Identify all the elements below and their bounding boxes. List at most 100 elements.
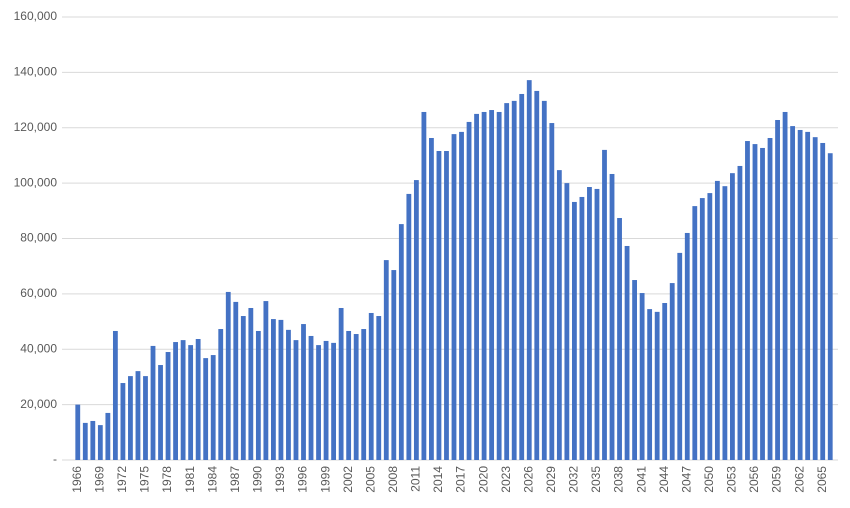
x-tick-label: 2050 <box>702 466 716 493</box>
x-tick-label: 2056 <box>747 466 761 493</box>
bar <box>338 307 344 460</box>
bar <box>421 111 427 460</box>
bar <box>391 270 397 460</box>
bar <box>730 173 735 460</box>
x-tick-label: 2005 <box>363 466 377 493</box>
x-tick-label: 2059 <box>770 466 784 493</box>
y-tick-label: 60,000 <box>20 286 57 300</box>
bar <box>361 329 367 460</box>
bar <box>444 151 449 460</box>
bar <box>647 309 653 460</box>
x-tick-label: 1990 <box>251 466 265 493</box>
bar <box>218 329 224 460</box>
x-tick-label: 1993 <box>273 466 287 493</box>
bar <box>413 180 419 460</box>
bar <box>745 141 750 461</box>
bar <box>489 110 495 460</box>
x-tick-label: 2023 <box>499 466 513 493</box>
x-tick-label: 2062 <box>792 466 806 493</box>
bar <box>519 93 525 460</box>
x-tick-label: 1969 <box>93 466 107 493</box>
x-tick-label: 1981 <box>183 466 197 493</box>
bar <box>677 252 683 460</box>
y-tick-label: - <box>53 452 57 466</box>
bar <box>827 153 833 460</box>
bar <box>722 186 728 460</box>
y-tick-label: 80,000 <box>20 231 57 245</box>
bar <box>549 123 555 460</box>
bar <box>760 147 765 461</box>
bar <box>429 137 434 460</box>
bar <box>278 319 284 460</box>
bar <box>714 180 720 460</box>
bar <box>263 301 269 460</box>
x-tick-label: 1975 <box>138 466 152 493</box>
bar <box>775 119 780 460</box>
x-tick-label: 1966 <box>70 466 84 493</box>
bar <box>812 137 818 460</box>
bar <box>225 291 231 460</box>
x-tick-label: 2044 <box>657 466 671 493</box>
bar <box>451 134 457 461</box>
bar <box>406 193 412 460</box>
bar <box>692 206 698 460</box>
bar <box>571 201 577 460</box>
bar <box>767 137 773 460</box>
bar <box>158 365 163 460</box>
bar <box>820 142 826 460</box>
bar <box>173 342 178 460</box>
y-tick-label: 140,000 <box>14 65 58 79</box>
bar <box>534 90 540 460</box>
bar <box>496 111 502 460</box>
bar <box>556 170 562 460</box>
bar <box>180 340 186 460</box>
bar <box>541 100 547 460</box>
x-tick-label: 1996 <box>296 466 310 493</box>
bar <box>128 376 133 460</box>
bar <box>790 126 796 461</box>
bar <box>398 224 404 460</box>
bar <box>617 218 622 460</box>
x-tick-label: 2035 <box>589 466 603 493</box>
x-tick-label: 1987 <box>228 466 242 493</box>
bar <box>135 371 141 460</box>
x-tick-label: 2053 <box>725 466 739 493</box>
bar <box>240 316 246 460</box>
bar <box>805 131 811 460</box>
bar <box>699 198 705 461</box>
x-tick-label: 1984 <box>205 466 219 493</box>
bar <box>654 311 660 460</box>
bar <box>526 80 532 460</box>
bar <box>82 422 88 460</box>
bar <box>112 330 118 460</box>
bar <box>669 283 675 460</box>
x-tick-label: 2041 <box>634 466 648 493</box>
bar <box>707 193 713 460</box>
x-tick-label: 2008 <box>386 466 400 493</box>
bar <box>331 342 337 460</box>
bar <box>459 131 464 460</box>
bar <box>323 340 329 460</box>
bar <box>316 345 321 460</box>
bar <box>511 100 517 460</box>
bar <box>594 188 600 460</box>
bar <box>602 149 607 460</box>
x-tick-label: 1999 <box>318 466 332 493</box>
x-tick-label: 2065 <box>815 466 829 493</box>
bar <box>210 355 216 460</box>
bar <box>632 280 638 460</box>
y-tick-label: 20,000 <box>20 397 57 411</box>
bar <box>466 121 472 461</box>
bar <box>188 345 194 460</box>
y-tick-label: 40,000 <box>20 341 57 355</box>
x-tick-label: 2014 <box>431 466 445 493</box>
bar <box>308 335 314 460</box>
bar <box>293 340 299 460</box>
x-tick-label: 2011 <box>409 466 423 492</box>
bar <box>504 103 510 460</box>
bar <box>346 330 352 460</box>
bar <box>255 330 261 460</box>
bar <box>662 303 668 460</box>
